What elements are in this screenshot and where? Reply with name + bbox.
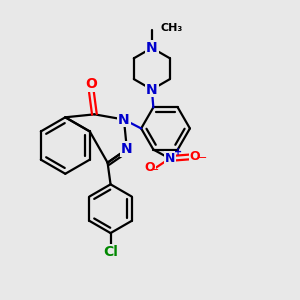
Text: N: N (118, 112, 130, 127)
Text: N: N (121, 142, 133, 156)
Text: O: O (190, 151, 200, 164)
Text: −: − (198, 153, 207, 163)
Text: O: O (145, 161, 155, 175)
Text: N: N (146, 41, 158, 55)
Text: −: − (149, 165, 159, 175)
Text: O: O (85, 77, 98, 91)
Text: N: N (164, 152, 175, 165)
Text: +: + (175, 147, 183, 157)
Text: Cl: Cl (103, 244, 118, 259)
Text: CH₃: CH₃ (161, 23, 183, 33)
Text: N: N (146, 82, 158, 97)
